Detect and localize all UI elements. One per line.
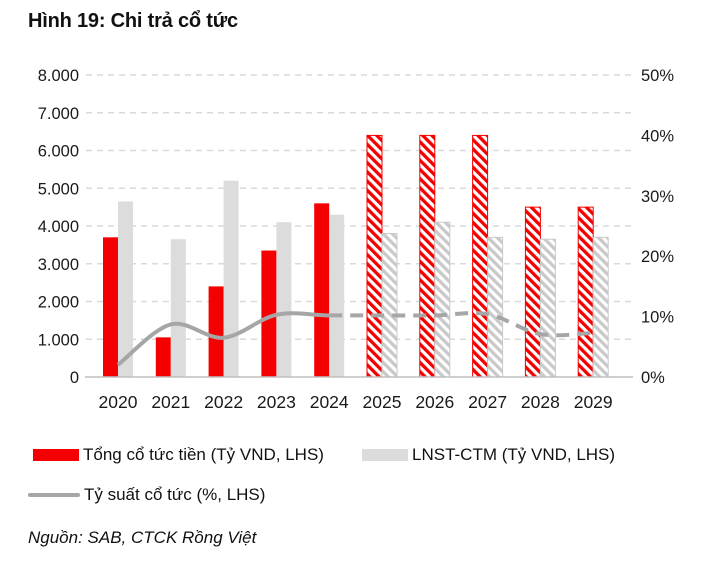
left-axis-tick: 3.000	[38, 256, 79, 274]
right-axis-tick: 20%	[641, 248, 674, 266]
bar-npat-2024	[329, 214, 345, 377]
right-axis-tick: 50%	[641, 67, 674, 85]
source-note: Nguồn: SAB, CTCK Rồng Việt	[28, 528, 257, 547]
dividend-yield-line-forecast	[329, 311, 594, 338]
x-axis-tick-2020: 2020	[99, 392, 138, 412]
cash-dividend-swatch	[33, 449, 79, 461]
chart-plot-area: 8.000 7.000 6.000 5.000 4.000 3.000 2.000 1.000…	[38, 67, 675, 412]
bar-npat-2021	[170, 239, 186, 377]
bar-npat-2023	[276, 222, 292, 377]
bar-cash-dividend-2026	[419, 134, 436, 378]
bar-cash-dividend-2029	[577, 206, 594, 378]
left-axis-tick: 2.000	[38, 294, 79, 312]
x-axis-tick-2027: 2027	[468, 392, 507, 412]
x-axis-tick-2025: 2025	[363, 392, 402, 412]
npat-swatch	[362, 449, 408, 461]
right-axis-tick: 30%	[641, 188, 674, 206]
left-axis-tick: 4.000	[38, 218, 79, 236]
x-axis-tick-2023: 2023	[257, 392, 296, 412]
x-axis-tick-2021: 2021	[151, 392, 190, 412]
bar-cash-dividend-2021	[155, 337, 171, 377]
x-axis-tick-2029: 2029	[574, 392, 613, 412]
legend-item-cash-dividend: Tổng cổ tức tiền (Tỷ VND, LHS)	[33, 445, 324, 465]
bar-npat-2027	[487, 236, 504, 378]
bar-npat-2028	[539, 238, 556, 378]
bar-npat-2022	[223, 180, 239, 377]
left-axis-tick: 0	[70, 369, 79, 387]
figure-title: Hình 19: Chi trả cổ tức	[28, 10, 238, 32]
bar-cash-dividend-2022	[208, 286, 224, 377]
right-axis-tick: 10%	[641, 309, 674, 327]
bar-cash-dividend-2023	[261, 250, 277, 377]
x-axis-tick-2022: 2022	[204, 392, 243, 412]
legend-label-npat: LNST-CTM (Tỷ VND, LHS)	[412, 445, 616, 464]
bar-cash-dividend-2025	[366, 134, 383, 378]
right-axis-tick: 0%	[641, 369, 665, 387]
bar-cash-dividend-2027	[472, 134, 489, 378]
bar-npat-2025	[381, 233, 398, 378]
left-axis-tick: 8.000	[38, 67, 79, 85]
bar-npat-2029	[592, 236, 609, 378]
left-axis-tick: 5.000	[38, 180, 79, 198]
dividend-yield-line-actual	[116, 311, 330, 367]
legend-item-dividend-yield: Tỷ suất cổ tức (%, LHS)	[28, 485, 265, 505]
left-axis-tick: 1.000	[38, 331, 79, 349]
bar-cash-dividend-2024	[314, 203, 330, 377]
x-axis-tick-2028: 2028	[521, 392, 560, 412]
bar-cash-dividend-2028	[524, 206, 541, 378]
left-axis-tick: 7.000	[38, 105, 79, 123]
x-axis-tick-2024: 2024	[310, 392, 349, 412]
bar-npat-2020	[118, 201, 133, 377]
dividend-yield-line-swatch	[28, 493, 80, 497]
left-axis-tick: 6.000	[38, 143, 79, 161]
legend-item-npat: LNST-CTM (Tỷ VND, LHS)	[362, 445, 615, 465]
legend-label-cash-dividend: Tổng cổ tức tiền (Tỷ VND, LHS)	[83, 445, 324, 464]
legend-label-dividend-yield: Tỷ suất cổ tức (%, LHS)	[84, 485, 266, 504]
bar-npat-2026	[434, 221, 451, 378]
bar-cash-dividend-2020	[103, 237, 118, 377]
right-axis-tick: 40%	[641, 127, 674, 145]
x-axis-tick-2026: 2026	[415, 392, 454, 412]
